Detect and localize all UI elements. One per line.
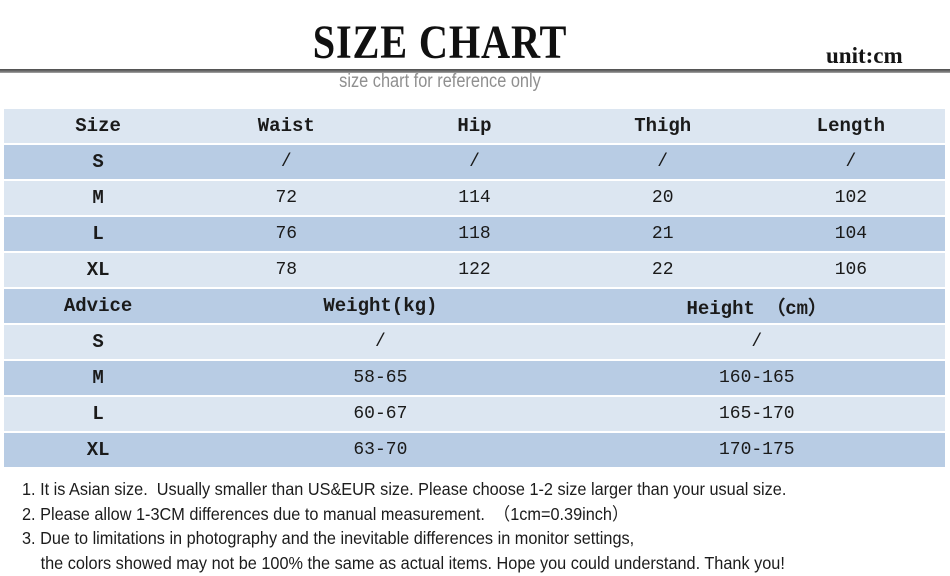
cell-value: 106: [834, 260, 868, 280]
cell-value: 122: [458, 260, 491, 280]
header-cell-thigh: Thigh: [634, 115, 692, 137]
header-cell-length: Length: [816, 115, 886, 137]
cell-value: 76: [275, 224, 298, 244]
cell-value: 72: [275, 188, 298, 208]
cell-value: /: [845, 152, 857, 172]
cell-value: /: [469, 152, 480, 172]
cell-value: 118: [458, 224, 491, 244]
footer-notes: 1. It is Asian size. Usually smaller tha…: [22, 477, 879, 575]
cell-size-label: L: [92, 223, 104, 245]
header-cell-weight: Weight(kg): [323, 295, 438, 317]
cell-value: 21: [651, 224, 674, 244]
cell-value: /: [280, 152, 292, 172]
table-row-m: M 72 114 20 102: [4, 181, 945, 215]
cell-value: /: [751, 332, 763, 352]
advice-row-xl: XL 63-70 170-175: [4, 433, 945, 467]
table-header-row: Size Waist Hip Thigh Length: [4, 109, 945, 143]
header-cell-hip: Hip: [457, 115, 492, 137]
advice-row-m: M 58-65 160-165: [4, 361, 945, 395]
cell-value: 160-165: [718, 368, 795, 388]
page-title: SIZE CHART: [312, 16, 568, 69]
note-line-2: 2. Please allow 1-3CM differences due to…: [22, 503, 629, 524]
cell-size-label: XL: [86, 259, 110, 281]
cell-value: 60-67: [353, 404, 408, 424]
table-row-s: S / / / /: [4, 145, 945, 179]
cell-size-label: M: [92, 367, 104, 389]
advice-row-l: L 60-67 165-170: [4, 397, 945, 431]
table-row-xl: XL 78 122 22 106: [4, 253, 945, 287]
header-divider-line: [0, 69, 950, 73]
table-row-l: L 76 118 21 104: [4, 217, 945, 251]
cell-value: 78: [275, 260, 298, 280]
cell-value: 114: [458, 188, 491, 208]
size-table: Size Waist Hip Thigh Length S / / / / M …: [4, 109, 945, 467]
cell-size-label: XL: [86, 439, 110, 461]
header-cell-height: Height （cm）: [686, 297, 828, 320]
cell-value: /: [657, 152, 669, 172]
cell-value: 58-65: [353, 368, 408, 388]
unit-label: unit:cm: [826, 43, 903, 68]
page-subtitle: size chart for reference only: [339, 71, 541, 92]
cell-value: /: [374, 332, 386, 352]
cell-size-label: M: [92, 187, 104, 209]
advice-row-s: S / /: [4, 325, 945, 359]
cell-value: 170-175: [718, 440, 795, 460]
cell-value: 102: [834, 188, 868, 208]
cell-value: 63-70: [353, 440, 408, 460]
cell-size-label: L: [92, 403, 104, 425]
cell-value: 165-170: [718, 404, 795, 424]
cell-size-label: S: [92, 331, 104, 353]
header-cell-waist: Waist: [257, 115, 315, 137]
note-line-4: the colors showed may not be 100% the sa…: [40, 552, 785, 573]
cell-size-label: S: [92, 151, 104, 173]
advice-header-row: Advice Weight(kg) Height （cm）: [4, 289, 945, 323]
cell-value: 22: [651, 260, 674, 280]
cell-value: 20: [651, 188, 674, 208]
cell-value: 104: [834, 224, 868, 244]
header-cell-size: Size: [75, 115, 121, 137]
header-cell-advice: Advice: [63, 295, 133, 317]
note-line-1: 1. It is Asian size. Usually smaller tha…: [22, 479, 787, 499]
note-line-3: 3. Due to limitations in photography and…: [22, 528, 635, 549]
